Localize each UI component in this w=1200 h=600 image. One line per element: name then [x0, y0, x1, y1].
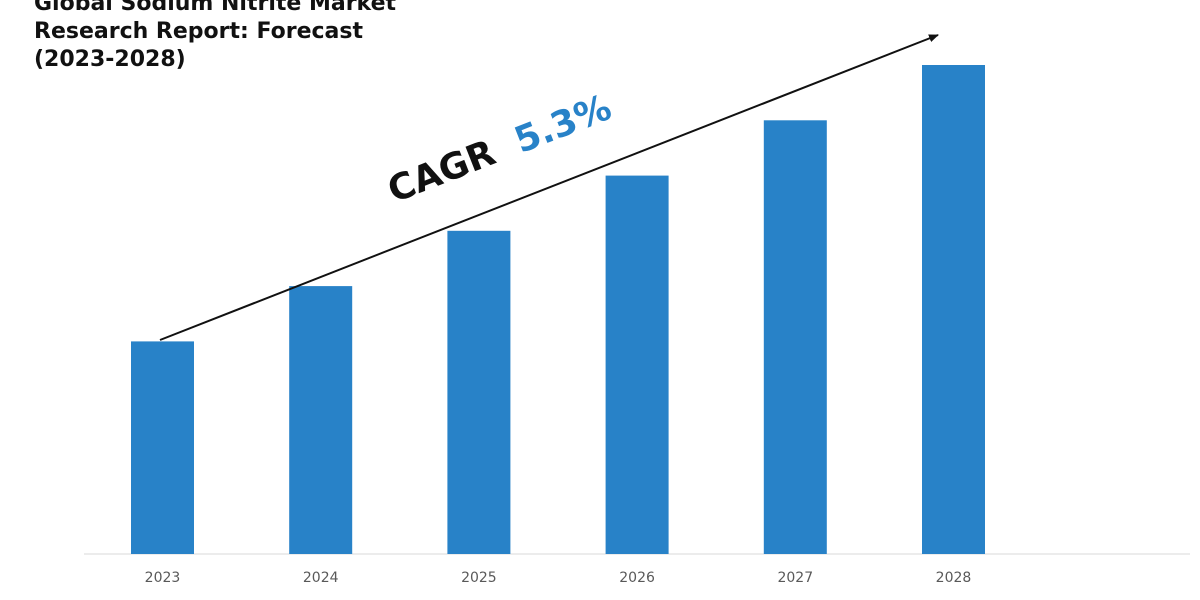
x-tick-label-2025: 2025	[461, 570, 497, 586]
bars-group	[131, 65, 985, 555]
bar-2028	[922, 65, 985, 554]
bar-2027	[763, 120, 827, 555]
bar-2024	[289, 286, 353, 554]
bar-2026	[605, 175, 669, 554]
x-tick-label-2028: 2028	[936, 570, 972, 586]
cagr-value: 5.3%	[509, 87, 617, 162]
x-tick-label-2023: 2023	[145, 570, 181, 586]
cagr-annotation: CAGR 5.3%	[382, 87, 617, 211]
chart-title-line-3: (2023-2028)	[34, 47, 186, 72]
x-tick-label-2024: 2024	[303, 570, 339, 586]
trend-arrow	[159, 34, 939, 341]
x-tick-label-2027: 2027	[777, 570, 813, 586]
chart-title-line-1: Global Sodium Nitrite Market	[34, 0, 397, 16]
bar-2023	[131, 341, 194, 554]
cagr-label: CAGR	[382, 132, 501, 211]
chart-title-line-2: Research Report: Forecast	[34, 19, 364, 44]
x-tick-labels: 2023 2024 2025 2026 2027 2028	[145, 570, 972, 586]
chart-title: Global Sodium Nitrite Market Research Re…	[34, 0, 454, 74]
bar-2025	[447, 230, 511, 555]
x-tick-label-2026: 2026	[619, 570, 655, 586]
